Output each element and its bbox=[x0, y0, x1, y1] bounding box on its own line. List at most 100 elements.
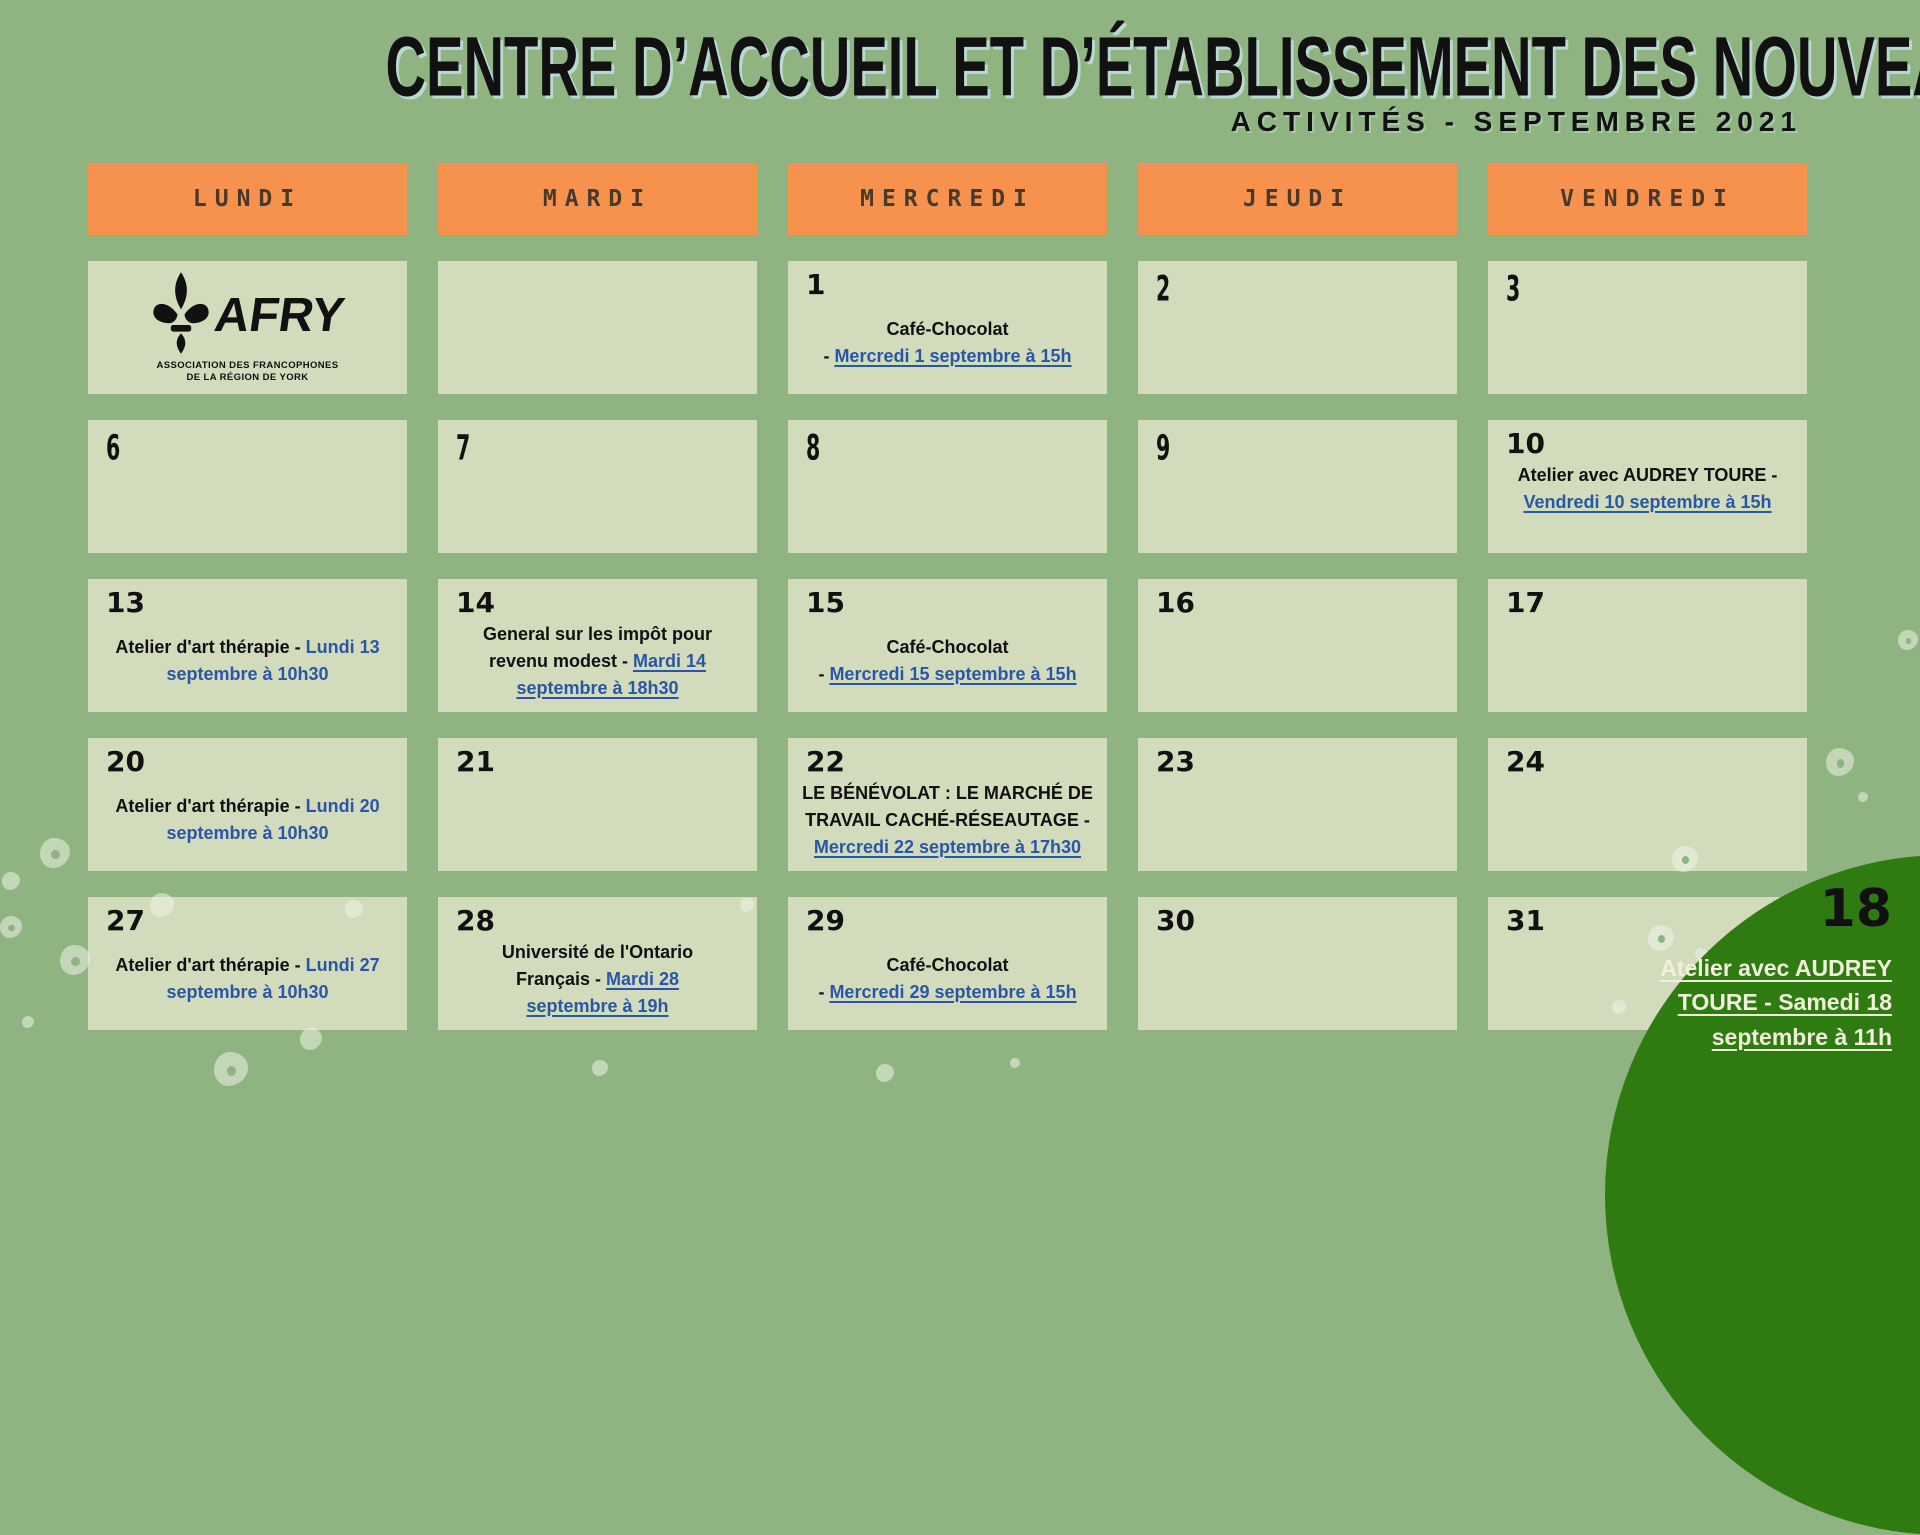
page-subtitle: ACTIVITÉS - SEPTEMBRE 2021 bbox=[1230, 106, 1802, 137]
day-number: 10 bbox=[1506, 427, 1545, 460]
calendar-poster: { "title": "CENTRE D’ACCUEIL ET D’ÉTABLI… bbox=[0, 24, 1920, 1535]
decor-blob-dot bbox=[226, 1065, 237, 1076]
event-line: septembre à 18h30 bbox=[448, 675, 747, 702]
highlight-day-number: 18 bbox=[1819, 879, 1892, 939]
event-text: - bbox=[823, 346, 835, 367]
highlight-link-line[interactable]: Atelier avec AUDREY bbox=[1660, 954, 1892, 981]
day-cell-21: 21 bbox=[438, 738, 757, 871]
event-link[interactable]: Mardi 14 bbox=[633, 651, 707, 672]
event-description: Université de l'Ontario Français - Mardi … bbox=[448, 939, 747, 1020]
event-link[interactable]: septembre à 10h30 bbox=[166, 982, 329, 1003]
event-text: Atelier d'art thérapie - bbox=[115, 955, 306, 976]
event-link[interactable]: septembre à 10h30 bbox=[166, 664, 329, 685]
day-header-label: LUNDI bbox=[192, 186, 303, 212]
day-number: 22 bbox=[806, 745, 845, 778]
highlight-link-line[interactable]: TOURE - Samedi 18 bbox=[1677, 989, 1892, 1016]
page-title: CENTRE D’ACCUEIL ET D’ÉTABLISSEMENT DES … bbox=[0, 24, 1920, 108]
decor-blob bbox=[1858, 792, 1868, 802]
decor-blob bbox=[0, 916, 22, 938]
decor-blob bbox=[300, 1028, 322, 1050]
event-text: Atelier avec AUDREY TOURE - bbox=[1517, 465, 1778, 486]
event-description: Atelier d'art thérapie - Lundi 13 septemb… bbox=[98, 634, 397, 688]
event-text: Atelier d'art thérapie - bbox=[115, 637, 306, 658]
event-line: Vendredi 10 septembre à 15h bbox=[1498, 489, 1797, 516]
event-line: septembre à 10h30 bbox=[98, 820, 397, 847]
event-line: Café-Chocolat bbox=[798, 316, 1097, 343]
event-link[interactable]: Mercredi 1 septembre à 15h bbox=[834, 346, 1072, 367]
logo-brand: AFRY bbox=[211, 288, 348, 342]
event-description: Café-Chocolat - Mercredi 15 septembre à 1… bbox=[798, 634, 1097, 688]
event-link[interactable]: Vendredi 10 septembre à 15h bbox=[1523, 492, 1772, 513]
day-cell-9: 9 bbox=[1138, 420, 1457, 553]
event-text: Français - bbox=[515, 969, 606, 990]
day-cell-2: 2 bbox=[1138, 261, 1457, 394]
day-number: 8 bbox=[806, 426, 821, 468]
calendar-grid: LUNDI MARDI MERCREDI JEUDI VENDREDI AFRY ASSOC… bbox=[88, 163, 1807, 1030]
decor-blob bbox=[2, 872, 20, 890]
event-line: General sur les impôt pour bbox=[448, 621, 747, 648]
day-cell-30: 30 bbox=[1138, 897, 1457, 1030]
event-text: Atelier d'art thérapie - bbox=[115, 796, 306, 817]
day-cell-16: 16 bbox=[1138, 579, 1457, 712]
decor-blob bbox=[1010, 1058, 1020, 1068]
decor-blob-dot bbox=[51, 850, 60, 859]
day-header-lundi: LUNDI bbox=[88, 163, 407, 235]
event-text: Université de l'Ontario bbox=[501, 942, 694, 963]
day-number: 29 bbox=[806, 904, 845, 937]
highlight-link-line[interactable]: septembre à 11h bbox=[1711, 1023, 1892, 1050]
event-description: Atelier d'art thérapie - Lundi 20 septemb… bbox=[98, 793, 397, 847]
event-description: General sur les impôt pour revenu modest … bbox=[448, 621, 747, 702]
decor-blob bbox=[1898, 630, 1918, 650]
event-line: Café-Chocolat bbox=[798, 952, 1097, 979]
event-line: Café-Chocolat bbox=[798, 634, 1097, 661]
day-number: 21 bbox=[456, 745, 495, 778]
day-cell-15: 15 Café-Chocolat - Mercredi 15 septembre à… bbox=[788, 579, 1107, 712]
decor-blob bbox=[40, 838, 70, 868]
event-line: Atelier d'art thérapie - Lundi 13 bbox=[98, 634, 397, 661]
day-number: 20 bbox=[106, 745, 145, 778]
decor-blob bbox=[876, 1064, 894, 1082]
event-link[interactable]: septembre à 19h bbox=[526, 996, 669, 1017]
event-link[interactable]: septembre à 18h30 bbox=[516, 678, 679, 699]
event-text: Café-Chocolat bbox=[886, 637, 1009, 658]
decor-blob bbox=[60, 945, 90, 975]
day-cell-22: 22 LE BÉNÉVOLAT : LE MARCHÉ DE TRAVAIL CAC… bbox=[788, 738, 1107, 871]
day-number: 27 bbox=[106, 904, 145, 937]
event-link[interactable]: Mardi 28 bbox=[606, 969, 680, 990]
highlight-event-link[interactable]: Atelier avec AUDREY TOURE - Samedi 18 se… bbox=[1660, 951, 1892, 1055]
day-number: 9 bbox=[1156, 426, 1171, 468]
decor-blob bbox=[1826, 748, 1854, 776]
day-header-label: JEUDI bbox=[1242, 186, 1353, 212]
day-cell-20: 20 Atelier d'art thérapie - Lundi 20 septe… bbox=[88, 738, 407, 871]
day-header-mercredi: MERCREDI bbox=[788, 163, 1107, 235]
fleur-de-lis-icon bbox=[151, 271, 211, 360]
event-link[interactable]: Mercredi 22 septembre à 17h30 bbox=[813, 837, 1082, 858]
day-number: 3 bbox=[1506, 267, 1521, 309]
decor-blob-dot bbox=[8, 924, 15, 932]
decor-blob bbox=[592, 1060, 608, 1076]
event-link[interactable]: septembre à 10h30 bbox=[166, 823, 329, 844]
event-text: LE BÉNÉVOLAT : LE MARCHÉ DE bbox=[802, 783, 1093, 804]
event-link[interactable]: Lundi 13 bbox=[305, 637, 380, 658]
day-cell-24: 24 bbox=[1488, 738, 1807, 871]
event-link[interactable]: Mercredi 29 septembre à 15h bbox=[829, 982, 1077, 1003]
day-number: 23 bbox=[1156, 745, 1195, 778]
event-link[interactable]: Mercredi 15 septembre à 15h bbox=[829, 664, 1077, 685]
day-number: 15 bbox=[806, 586, 845, 619]
event-line: Atelier avec AUDREY TOURE - bbox=[1498, 462, 1797, 489]
event-line: TRAVAIL CACHÉ-RÉSEAUTAGE - bbox=[798, 807, 1097, 834]
day-header-label: MARDI bbox=[542, 186, 653, 212]
event-description: Café-Chocolat - Mercredi 1 septembre à 15… bbox=[798, 316, 1097, 370]
event-link[interactable]: Lundi 20 bbox=[305, 796, 380, 817]
day-cell-1: 1 Café-Chocolat - Mercredi 1 septembre à 1… bbox=[788, 261, 1107, 394]
day-number: 28 bbox=[456, 904, 495, 937]
day-cell-3: 3 bbox=[1488, 261, 1807, 394]
afry-logo: AFRY ASSOCIATION DES FRANCOPHONES DE LA RÉ… bbox=[151, 271, 348, 384]
day-cell-23: 23 bbox=[1138, 738, 1457, 871]
empty-cell bbox=[438, 261, 757, 394]
event-description: LE BÉNÉVOLAT : LE MARCHÉ DE TRAVAIL CACHÉ… bbox=[798, 780, 1097, 861]
event-text: TRAVAIL CACHÉ-RÉSEAUTAGE - bbox=[805, 810, 1090, 831]
event-link[interactable]: Lundi 27 bbox=[305, 955, 380, 976]
day-cell-7: 7 bbox=[438, 420, 757, 553]
day-number: 13 bbox=[106, 586, 145, 619]
